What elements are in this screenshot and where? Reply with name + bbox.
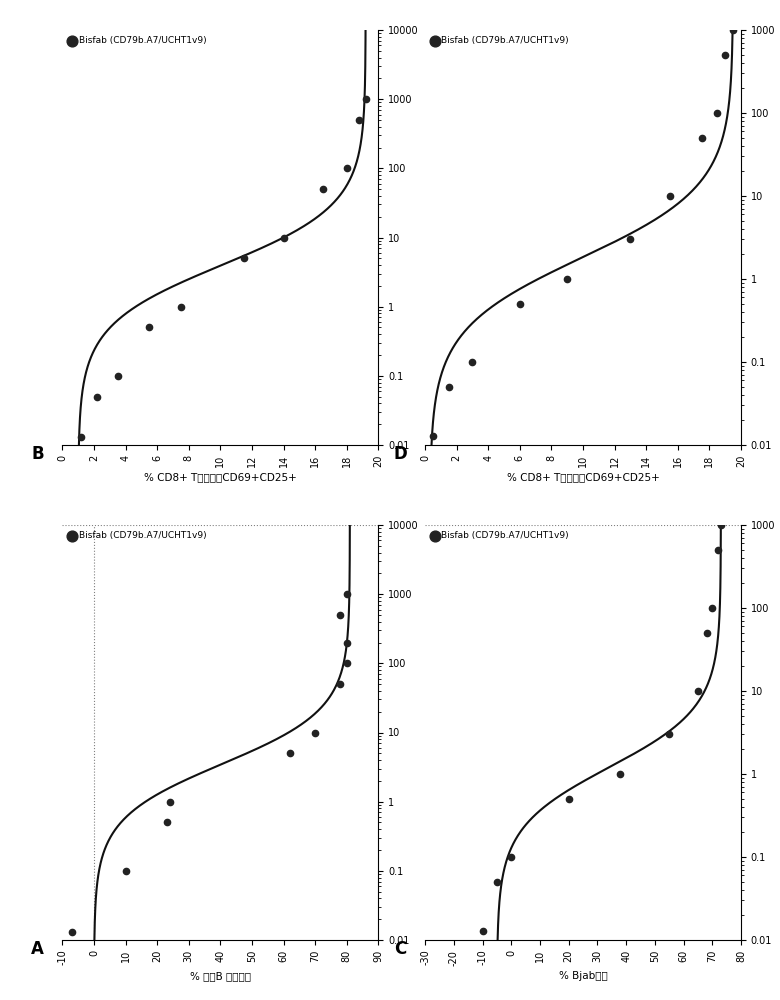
X-axis label: % Bjab杀伤: % Bjab杀伤: [558, 971, 608, 981]
Text: B: B: [31, 445, 44, 463]
Text: D: D: [394, 445, 408, 463]
X-axis label: % 肿瘤B 细胞杀伤: % 肿瘤B 细胞杀伤: [190, 971, 251, 981]
X-axis label: % CD8+ T细胞中的CD69+CD25+: % CD8+ T细胞中的CD69+CD25+: [144, 473, 296, 483]
Y-axis label: ng/ml: ng/ml: [435, 222, 445, 253]
X-axis label: % CD8+ T细胞中的CD69+CD25+: % CD8+ T细胞中的CD69+CD25+: [507, 473, 659, 483]
Legend: Bisfab (CD79b.A7/UCHT1v9): Bisfab (CD79b.A7/UCHT1v9): [430, 530, 571, 542]
Legend: Bisfab (CD79b.A7/UCHT1v9): Bisfab (CD79b.A7/UCHT1v9): [430, 35, 571, 47]
Text: A: A: [31, 940, 44, 958]
Legend: Bisfab (CD79b.A7/UCHT1v9): Bisfab (CD79b.A7/UCHT1v9): [67, 35, 208, 47]
Legend: Bisfab (CD79b.A7/UCHT1v9): Bisfab (CD79b.A7/UCHT1v9): [67, 530, 208, 542]
Y-axis label: ng/ml: ng/ml: [435, 716, 445, 748]
Text: C: C: [394, 940, 406, 958]
